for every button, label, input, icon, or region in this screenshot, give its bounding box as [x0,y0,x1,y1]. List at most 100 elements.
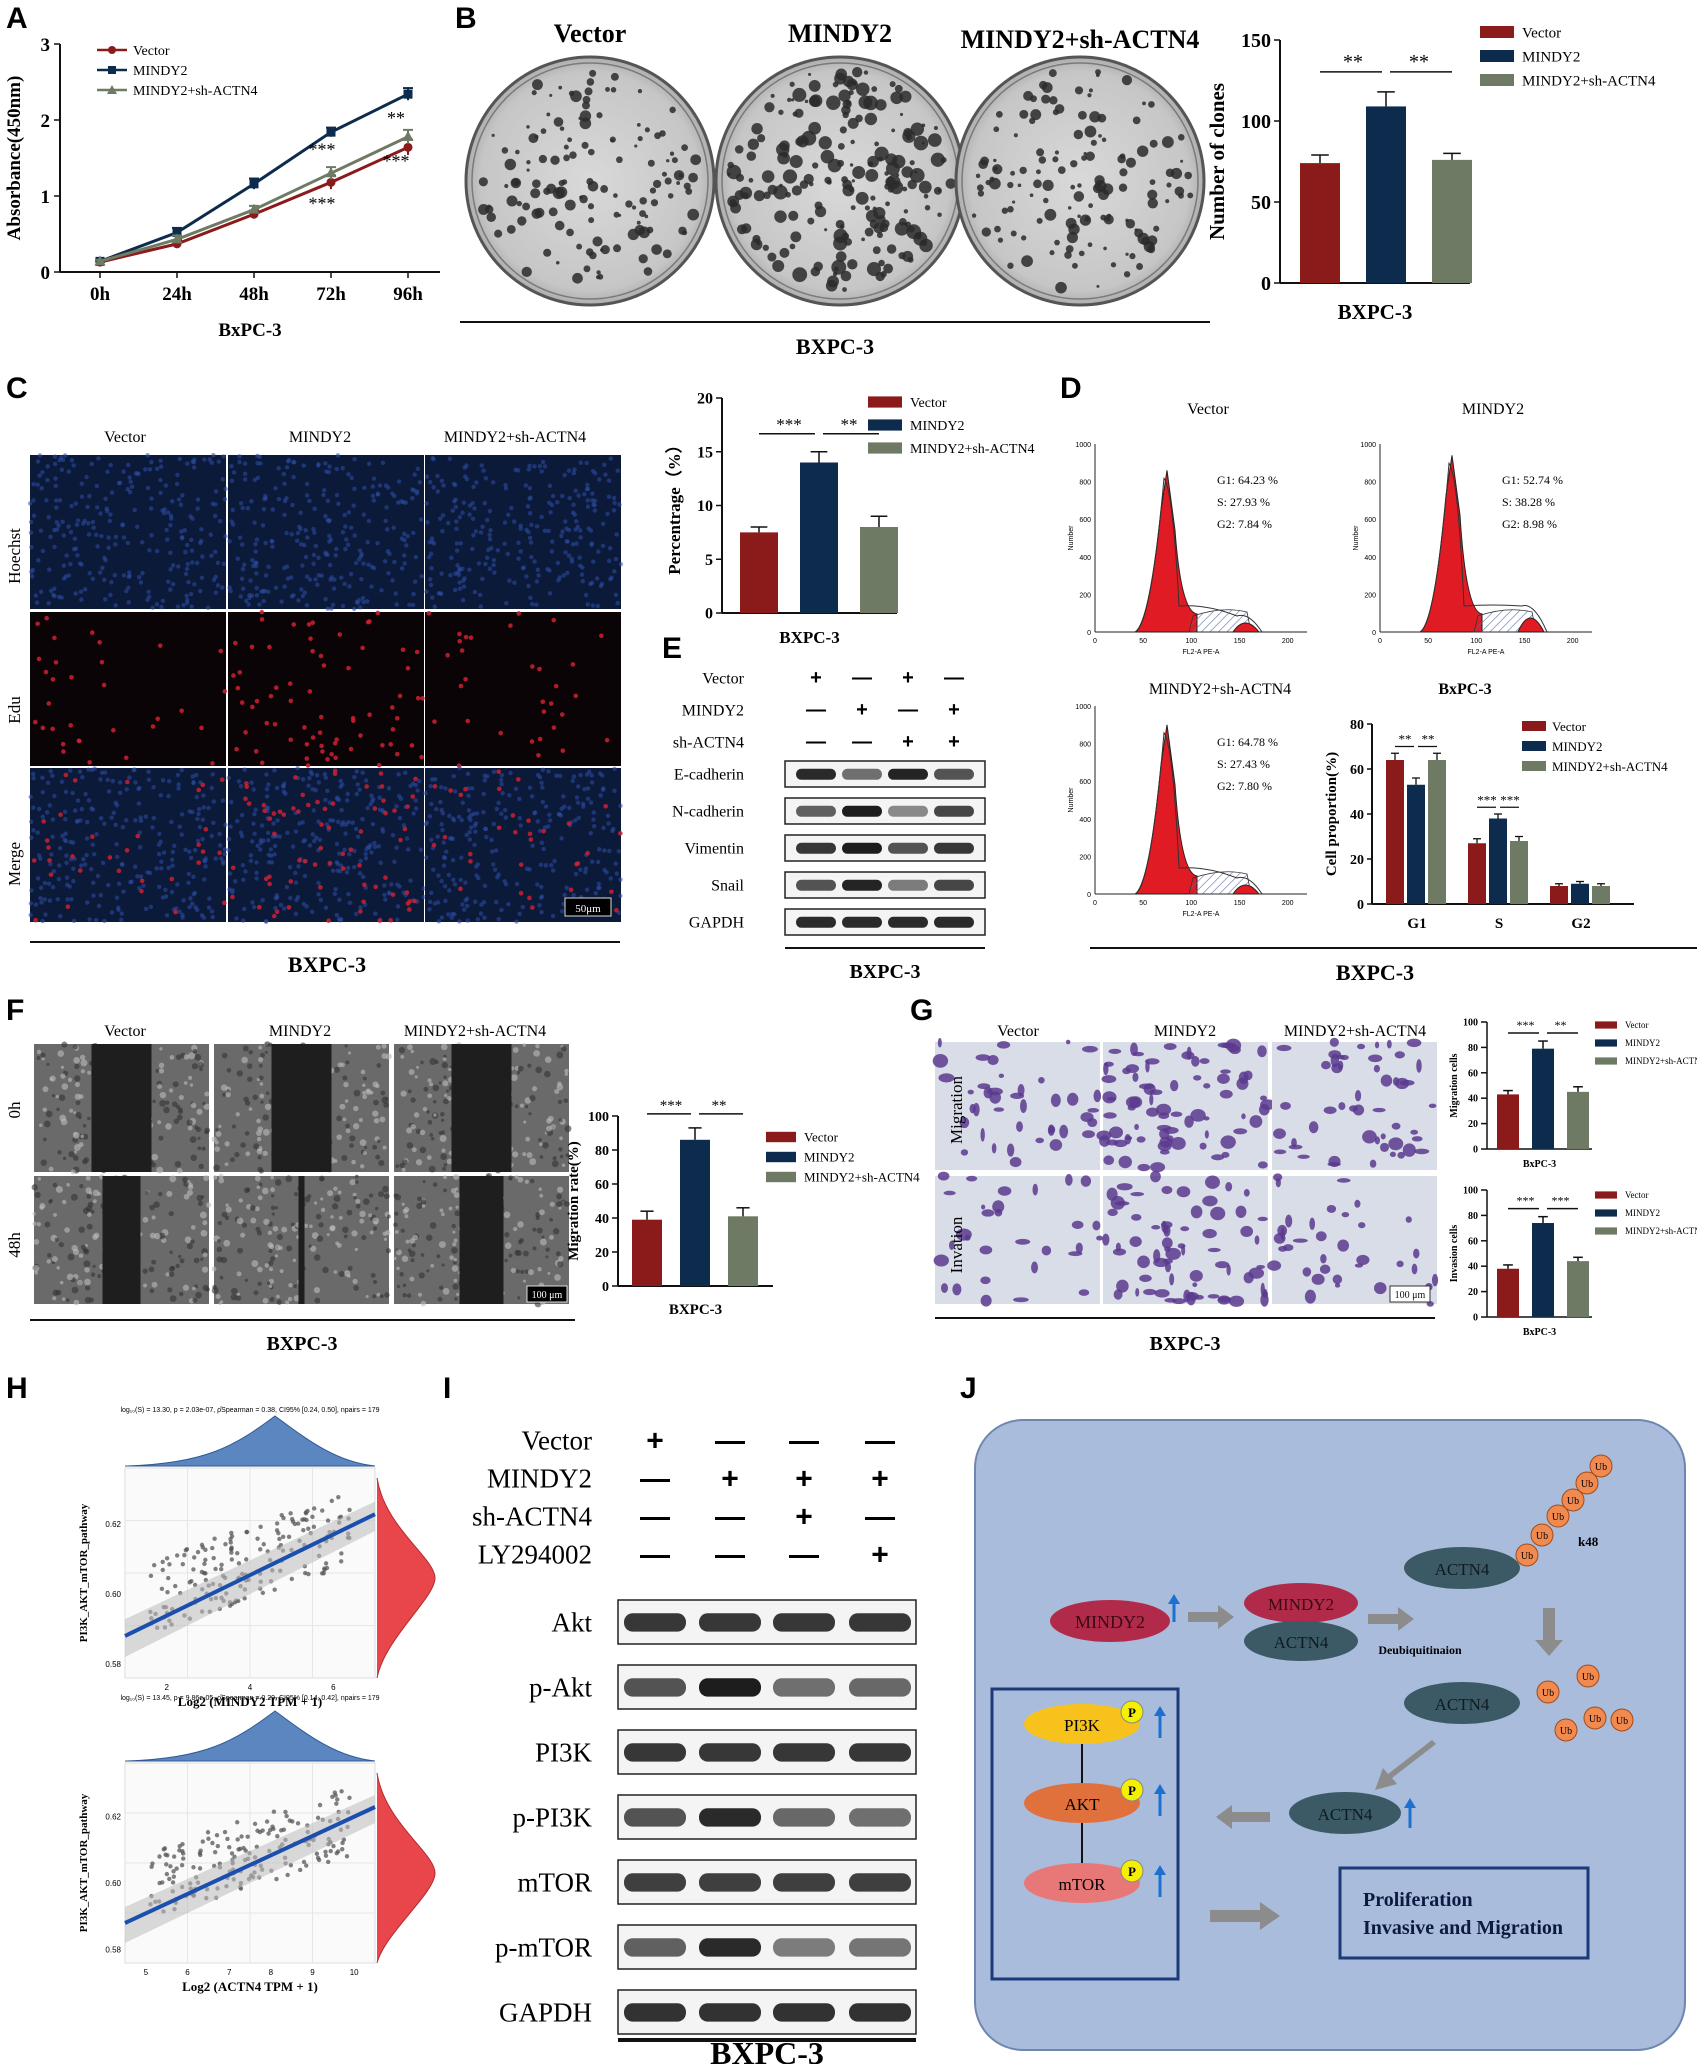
nucleus-dot [31,513,37,518]
cell-texture [539,1155,544,1159]
nucleus-dot [264,772,269,777]
nucleus-dot [566,468,572,473]
nucleus-dot [264,794,270,799]
cell-texture [556,1186,564,1193]
nucleus-dot [390,491,395,496]
cell-texture [211,1287,219,1294]
nucleus-dot [117,790,123,795]
cell-texture [515,1269,521,1274]
nucleus-dot [473,529,479,534]
cell-texture [203,1175,210,1181]
edu-dot [604,737,610,743]
cell-texture [545,1247,550,1252]
nucleus-dot [40,470,45,475]
colony [989,177,1001,190]
colony [776,142,790,157]
nucleus-dot [253,807,258,812]
edu-dot [530,905,535,910]
nucleus-dot [237,454,242,459]
scatter-point [301,1527,306,1533]
colony [1052,109,1059,116]
scatter-point [212,1850,218,1855]
panel-d-caption: BXPC-3 [1336,960,1414,985]
edu-dot [566,821,572,826]
cell-texture [252,1094,258,1101]
cell-texture [191,1063,198,1070]
nucleus-dot [313,577,318,582]
stained-cell [1149,1089,1163,1096]
nucleus-dot [472,589,478,595]
nucleus-dot [547,483,553,489]
condition-mark: — [852,667,872,689]
nucleus-dot [309,771,315,777]
nucleus-dot [563,550,568,555]
cell-texture [234,1151,240,1158]
edu-dot [273,685,279,691]
blot-band [842,805,882,817]
edu-dot [496,769,501,774]
nucleus-dot [38,589,44,594]
nucleus-dot [457,919,462,924]
nucleus-dot [561,573,567,578]
stained-cell [1135,1288,1140,1297]
edu-dot [346,665,351,671]
nucleus-dot [590,491,595,496]
stained-cell [1406,1038,1422,1048]
cell-texture [372,1226,378,1231]
nucleus-dot [565,570,570,576]
nucleus-dot [150,605,155,610]
cell-texture [406,1293,412,1298]
nucleus-dot [145,485,151,491]
nucleus-dot [463,898,468,903]
colony [1084,125,1097,138]
colony [652,179,662,189]
nucleus-dot [442,855,448,861]
edu-dot [378,771,384,776]
nucleus-dot [363,851,368,857]
cell-texture [440,1111,445,1117]
nucleus-dot [62,453,68,458]
bar-mindy2-sh-actn4 [1567,1261,1589,1317]
nucleus-dot [380,460,386,465]
nucleus-dot [254,571,259,576]
stained-cell [1150,1170,1161,1183]
nucleus-dot [342,512,347,518]
y-tick-label: 0.62 [105,1812,121,1821]
cell-texture [450,1188,457,1194]
cell-texture [178,1291,184,1297]
blot-band [934,805,974,817]
scatter-point [289,1576,295,1582]
colony [1081,155,1087,161]
nucleus-dot [441,840,446,845]
cell-texture [517,1296,521,1300]
cell-texture [45,1110,53,1118]
stained-cell [1391,1122,1401,1130]
nucleus-dot [589,580,595,586]
edu-dot [585,850,590,856]
stained-cell [1124,1134,1132,1145]
complex-actn4-label: ACTN4 [1274,1633,1329,1652]
cell-texture [66,1273,74,1281]
nucleus-dot [345,791,350,797]
nucleus-dot [91,880,96,885]
nucleus-dot [494,899,499,905]
nucleus-dot [298,526,303,532]
colony [772,260,785,272]
edu-dot [99,659,105,665]
cell-texture [411,1243,416,1248]
cell-texture [288,1283,293,1288]
nucleus-dot [427,479,433,485]
nucleus-dot [327,533,332,539]
stained-cell [1047,1124,1055,1136]
phospho-icon [1120,1778,1144,1802]
nucleus-dot [53,483,58,489]
colony [532,79,543,91]
nucleus-dot [337,897,342,902]
cell-texture [522,1250,529,1257]
stained-cell [1413,1248,1420,1259]
cell-texture [539,1238,547,1246]
nucleus-dot [467,567,472,572]
nucleus-dot [573,871,579,877]
nucleus-dot [239,812,245,818]
